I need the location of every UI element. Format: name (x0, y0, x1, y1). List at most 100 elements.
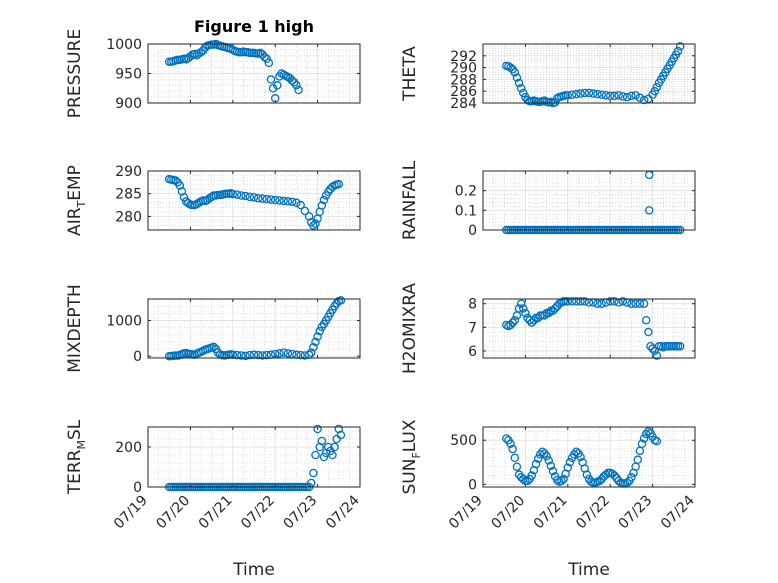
data-point (572, 447, 581, 456)
data-point (605, 91, 615, 101)
data-point (237, 191, 246, 200)
data-point (319, 452, 329, 462)
data-point (296, 200, 305, 210)
y-axis-label: H2OMIXRA (400, 283, 420, 374)
xtick-label: 07/19 (446, 493, 486, 533)
data-point (542, 451, 551, 461)
data-point (506, 320, 515, 330)
data-point (519, 474, 528, 484)
data-point (627, 299, 636, 308)
data-point (262, 54, 271, 64)
data-point (260, 52, 269, 62)
plot-area (483, 44, 695, 103)
data-point (559, 474, 568, 484)
data-point (652, 82, 662, 92)
ytick-label: 288 (450, 72, 477, 88)
data-point (548, 306, 558, 316)
data-point (270, 195, 280, 205)
data-point (618, 297, 628, 306)
data-point (576, 452, 585, 462)
data-point (323, 442, 333, 452)
data-point (650, 346, 659, 356)
data-point (644, 327, 653, 337)
panel-air_temp: 280 285 290 AIRTEMP (65, 164, 361, 236)
axes-frame (147, 170, 361, 231)
data-point (652, 351, 662, 360)
y-axis-label: AIRTEMP (65, 165, 88, 236)
data-point (516, 84, 526, 93)
data-point (510, 453, 520, 463)
y-axis-label-main: AIR (65, 207, 85, 236)
data-point (258, 351, 267, 360)
data-point (502, 434, 511, 443)
data-point (631, 91, 640, 100)
xtick-label: 07/23 (616, 493, 656, 533)
data-point (516, 299, 526, 308)
y-axis-label: TERRMSL (65, 419, 88, 495)
data-point (588, 89, 598, 98)
data-point (245, 192, 255, 202)
data-point (283, 349, 293, 358)
data-point (544, 456, 553, 465)
data-point (309, 343, 318, 352)
data-point (646, 341, 655, 351)
data-point (597, 299, 606, 308)
data-point (232, 350, 242, 360)
data-point (612, 473, 621, 483)
data-point (311, 450, 320, 460)
y-axis-label: SUNFLUX (400, 419, 423, 494)
xtick-label: 07/20 (153, 493, 193, 533)
ytick-label: 0.2 (455, 184, 477, 200)
data-point (572, 297, 581, 306)
data-point (209, 342, 218, 352)
y-axis-label-subscript: F (410, 452, 423, 458)
axes-frame (482, 426, 696, 488)
y-axis-label-main: MIXDEPTH (65, 284, 85, 373)
ytick-label: 0 (133, 480, 142, 496)
data-point (317, 436, 327, 446)
data-point (311, 337, 320, 347)
data-point (605, 297, 615, 306)
data-point (584, 88, 594, 98)
data-point (565, 458, 575, 467)
data-point (567, 297, 577, 306)
ytick-label: 1000 (106, 37, 142, 53)
data-point (241, 351, 250, 361)
data-point (608, 469, 617, 479)
y-axis-label-main: SUN (400, 459, 420, 495)
axes-frame (147, 298, 361, 359)
xtick-label: 07/22 (238, 493, 278, 533)
xtick-label: 07/22 (573, 493, 613, 533)
axes-frame (147, 43, 361, 104)
data-point (675, 341, 685, 351)
data-point (171, 176, 180, 185)
data-point (508, 444, 517, 454)
data-point (622, 478, 632, 487)
data-point (319, 195, 329, 205)
y-axis-label: PRESSURE (65, 29, 85, 118)
data-point (601, 470, 611, 479)
data-point (514, 304, 524, 313)
data-point (241, 191, 250, 201)
data-point (633, 455, 643, 464)
ytick-label: 500 (450, 433, 477, 449)
data-point (510, 315, 520, 325)
ytick-label: 0.1 (455, 203, 477, 219)
data-point (262, 350, 271, 360)
data-point (514, 470, 524, 479)
data-point (635, 93, 645, 102)
plot-area (483, 171, 695, 230)
xtick-label: 07/21 (531, 493, 571, 533)
data-point (179, 193, 189, 202)
panel-terr_msl: 0 200 07/19 07/20 07/21 07/22 07/23 07/24 Time TE… (65, 419, 363, 580)
data-point (283, 197, 293, 206)
data-point (527, 318, 537, 327)
data-point (548, 466, 558, 476)
data-point (593, 89, 602, 99)
data-point (637, 439, 647, 449)
data-point (576, 297, 585, 306)
data-point (313, 332, 322, 341)
chart-title: Figure 1 high (194, 17, 314, 36)
ytick-label: 290 (115, 164, 142, 180)
